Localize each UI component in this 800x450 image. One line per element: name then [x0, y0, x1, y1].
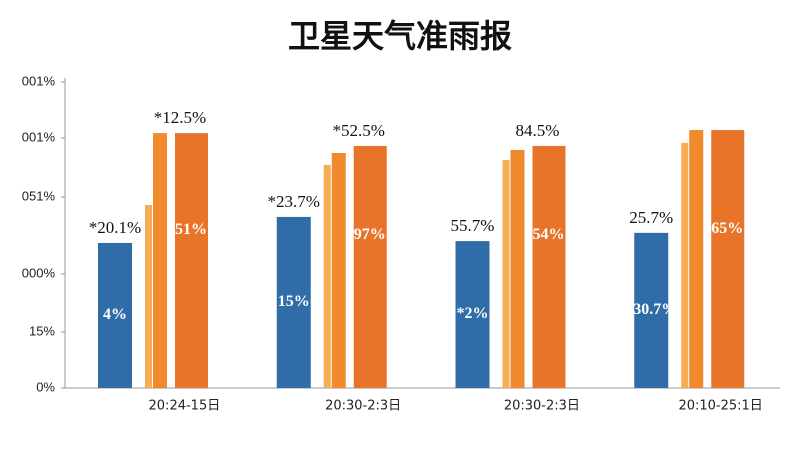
bar: [331, 152, 346, 388]
annotation: *52.5%: [333, 121, 385, 140]
y-tick-label: 0%: [36, 379, 55, 394]
chart-title: 卫星天气准雨报: [288, 17, 512, 55]
bar: [711, 130, 745, 389]
x-tick-label: 20:10-25:1日: [678, 399, 762, 414]
bar: [689, 130, 704, 389]
bar: [502, 160, 510, 388]
x-tick-label: 20:24-15日: [149, 399, 221, 414]
bar: [153, 133, 167, 388]
bar: [681, 142, 689, 388]
x-tick-label: 20:30-2:3日: [325, 399, 401, 414]
bar: [634, 232, 669, 388]
annotation: 65%: [711, 220, 743, 237]
bar: [276, 216, 311, 388]
bar: [98, 242, 132, 388]
bar: [532, 145, 566, 388]
annotation: *2%: [457, 305, 489, 322]
annotation: 15%: [278, 293, 310, 310]
annotation: 55.7%: [451, 216, 495, 235]
annotation: 54%: [533, 226, 565, 243]
annotation: 25.7%: [629, 208, 673, 227]
annotation: 84.5%: [516, 121, 560, 140]
bar: [145, 205, 152, 388]
bar: [455, 241, 490, 388]
annotation: *20.1%: [89, 218, 141, 237]
x-tick-label: 20:30-2:3日: [504, 399, 580, 414]
y-tick-label: 001%: [22, 129, 56, 144]
annotation: 97%: [354, 226, 386, 243]
annotation: *23.7%: [268, 192, 320, 211]
bar: [510, 149, 525, 388]
annotation: *12.5%: [154, 108, 206, 127]
y-tick-label: 001%: [22, 73, 56, 88]
annotation: *30.7%: [625, 301, 677, 318]
annotation: 4%: [103, 306, 127, 323]
y-tick-label: 000%: [22, 265, 56, 280]
annotation: 51%: [175, 221, 207, 238]
y-tick-label: 051%: [22, 188, 56, 203]
bar: [175, 133, 208, 388]
bar: [353, 145, 387, 388]
bar: [323, 164, 331, 388]
y-tick-label: 15%: [29, 323, 55, 338]
